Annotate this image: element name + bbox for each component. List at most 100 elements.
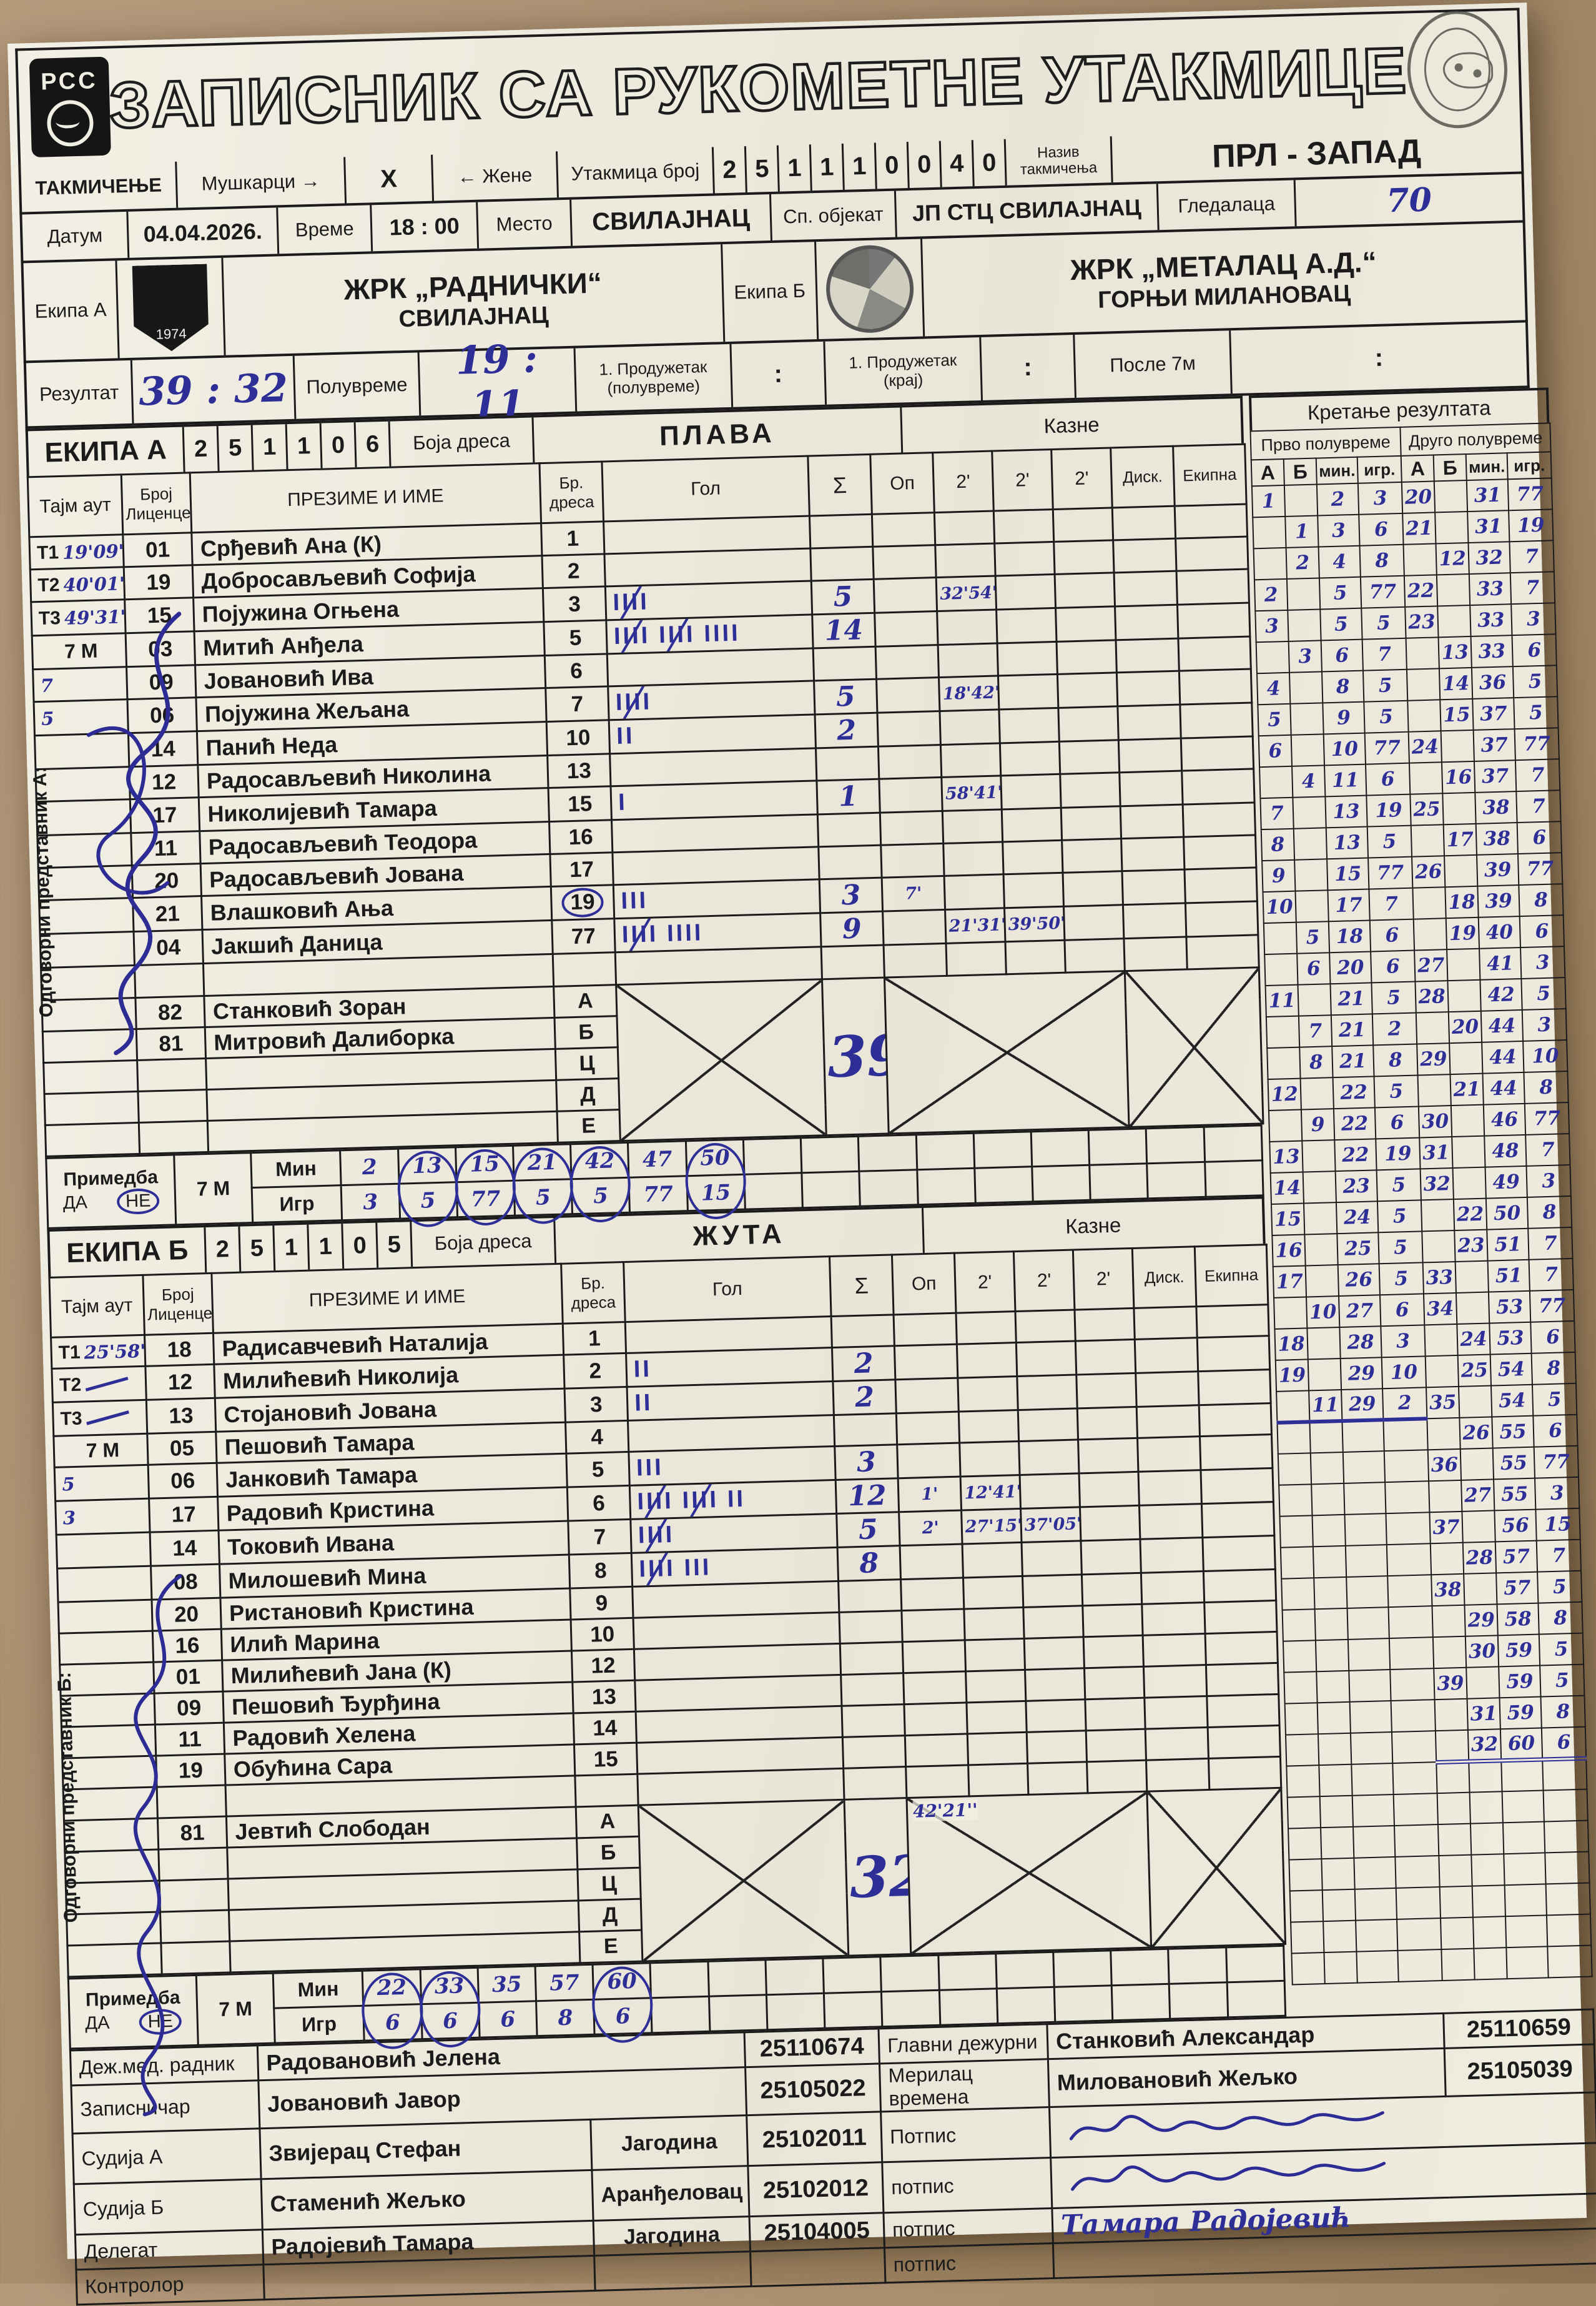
td [1403,543,1437,576]
sigcell [1049,2092,1596,2158]
td [1200,1468,1274,1504]
td [34,733,129,769]
p2t: 27'15'' [961,1508,1022,1545]
spectators-value: 70 [1386,180,1432,220]
p2t [1020,1473,1080,1509]
td [1317,1701,1351,1734]
seven-m-minute: 13 [398,1147,456,1184]
td [1263,922,1298,955]
td [1396,1887,1441,1919]
seven-m-player [917,1168,976,1205]
hwv: 24 [1457,1323,1490,1355]
td [1175,537,1248,572]
td [1083,1635,1144,1668]
hwv: 5 [1364,700,1409,733]
tocell: Т3 49'31'' [34,605,126,630]
seven-m-minute: 47 [628,1141,687,1178]
hwv: 24 [1336,1201,1379,1234]
td [1436,1761,1470,1794]
pjer: 1 [563,1322,626,1355]
td [1544,1820,1589,1853]
td: 2' [1051,447,1113,510]
hwv: 29 [1341,1388,1384,1421]
plic: 81 [157,1816,227,1850]
td [1139,1503,1203,1540]
hwv: 2 [1372,1012,1417,1046]
td [1386,1512,1431,1545]
seven-m-minute [1088,1128,1148,1165]
p2t [1024,1636,1085,1670]
p2t [993,509,1054,544]
pjer: 13 [572,1680,636,1713]
hwv: 37 [1473,729,1515,761]
goalcell: IIII III [631,1547,839,1587]
hwv: 15 [1327,858,1369,891]
hwv: 9 [1323,701,1365,735]
td [1266,1016,1300,1049]
hwv: 2 [1382,1387,1427,1420]
td: Т2 [51,1366,147,1403]
seven-m-minute [973,1131,1032,1169]
pjer: 6 [567,1485,631,1522]
p2t [1016,1340,1076,1377]
pjer [574,1774,639,1807]
hwv: 1 [1251,485,1286,518]
hwv: 22 [1334,1139,1377,1172]
tocell: 5 [58,1471,145,1495]
tocell: 7 М [36,638,123,664]
overtime1-label: 1. Продужетак (полувреме) [575,344,734,412]
tv: 5 [41,707,54,730]
td [1286,1765,1320,1798]
tv: 7 [40,674,54,696]
hwv: 3 [1381,1325,1426,1358]
team-b-name: ЖРК „МЕТАЛАЦ А.Д.“ ГОРЊИ МИЛАНОВАЦ [922,222,1525,336]
bl: Делегат [75,2229,264,2270]
td [1391,1700,1436,1733]
p2t [896,1412,960,1445]
p2t [894,1344,958,1380]
plic [160,1941,231,1974]
td [1053,540,1115,575]
td [1387,1575,1432,1608]
plic: 20 [132,863,202,898]
tally-marks: IIII [666,919,704,947]
td [1442,792,1476,825]
hwv: 19 [1275,1359,1309,1392]
seven-m-player [744,1172,803,1210]
td [1322,1889,1356,1922]
p2t [874,611,938,647]
seven-m-minute [1110,1949,1170,1986]
td [1063,904,1124,941]
p2t [1003,873,1064,908]
td [1268,1109,1303,1142]
p2t [938,643,998,678]
p2t [877,711,941,747]
td: Оп [892,1253,957,1315]
goalcell: II [627,1381,834,1421]
td [1082,1604,1143,1637]
td [1421,1199,1455,1232]
td [1287,1796,1321,1829]
hwv: 22 [1332,1076,1375,1109]
hwv: 9 [1301,1109,1335,1141]
bl: Записничар [71,2080,260,2134]
fhend [1276,1390,1310,1423]
td [1356,1950,1399,1983]
p2t [1017,1374,1078,1410]
oletter: Д [578,1899,642,1932]
hwv: 5 [1540,1664,1585,1697]
p2t [957,1376,1018,1412]
pjer: 17 [549,852,614,887]
td [1504,1853,1546,1886]
seven-m-player [881,1990,940,2027]
arrow-right-icon: → [300,169,321,192]
td [1185,901,1258,937]
p2t [902,1640,966,1673]
pjer: 2 [563,1353,628,1389]
hwv: 4 [1318,545,1361,578]
hwv: 36 [1427,1448,1462,1482]
psum: 3 [819,878,883,913]
td [1300,1077,1334,1110]
td [1436,573,1470,606]
